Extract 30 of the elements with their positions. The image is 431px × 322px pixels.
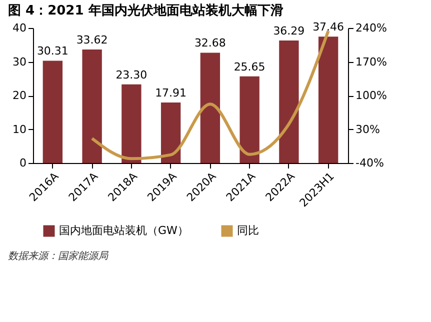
- bar: [82, 50, 102, 163]
- y-tick-label: 30: [12, 55, 26, 68]
- source-note: 数据来源：国家能源局: [8, 250, 109, 262]
- data-label: 23.30: [116, 68, 148, 82]
- y-tick-label: 20: [12, 89, 26, 102]
- bar: [42, 60, 63, 163]
- y2-tick-label: 170%: [356, 55, 387, 68]
- legend-label: 国内地面电站装机（GW）: [59, 224, 188, 237]
- bar: [240, 76, 260, 163]
- y2-tick-label: 100%: [356, 89, 387, 102]
- bar: [160, 102, 181, 163]
- data-label: 25.65: [234, 60, 266, 74]
- legend-label: 同比: [237, 224, 259, 237]
- bar: [200, 52, 220, 163]
- y2-tick-label: -40%: [356, 156, 384, 170]
- bar: [122, 84, 142, 163]
- data-label: 32.68: [194, 36, 226, 50]
- y-tick-label: 0: [20, 156, 26, 170]
- data-label: 36.29: [273, 24, 305, 38]
- chart-title: 图 4：2021 年国内光伏地面电站装机大幅下滑: [8, 4, 284, 19]
- data-label: 17.91: [155, 86, 187, 100]
- y2-tick-label: 240%: [356, 22, 387, 34]
- y-tick-label: 10: [12, 122, 26, 136]
- bar: [318, 36, 338, 163]
- y2-tick-label: 30%: [356, 122, 380, 136]
- data-label: 30.31: [36, 44, 68, 58]
- data-label: 33.62: [76, 34, 108, 47]
- bar: [279, 40, 299, 163]
- data-label: 37.46: [312, 20, 344, 34]
- y-tick-label: 40: [12, 22, 26, 34]
